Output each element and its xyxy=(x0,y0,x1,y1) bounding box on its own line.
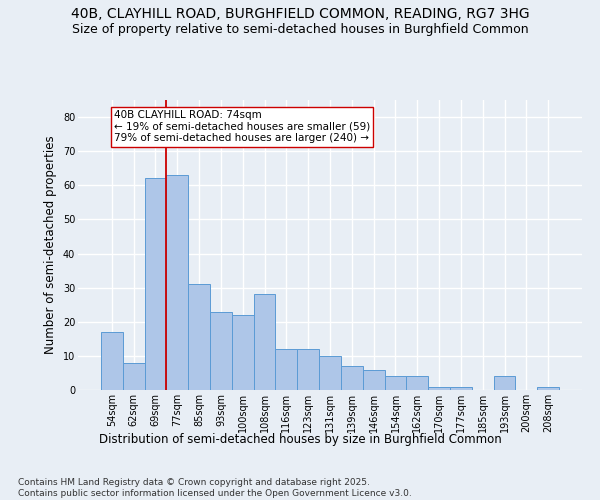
Bar xyxy=(210,312,232,390)
Bar xyxy=(494,376,515,390)
Text: Contains HM Land Registry data © Crown copyright and database right 2025.
Contai: Contains HM Land Registry data © Crown c… xyxy=(18,478,412,498)
Y-axis label: Number of semi-detached properties: Number of semi-detached properties xyxy=(44,136,57,354)
Bar xyxy=(385,376,406,390)
Text: Distribution of semi-detached houses by size in Burghfield Common: Distribution of semi-detached houses by … xyxy=(98,432,502,446)
Bar xyxy=(123,362,145,390)
Bar xyxy=(145,178,166,390)
Text: 40B, CLAYHILL ROAD, BURGHFIELD COMMON, READING, RG7 3HG: 40B, CLAYHILL ROAD, BURGHFIELD COMMON, R… xyxy=(71,8,529,22)
Bar xyxy=(166,175,188,390)
Bar xyxy=(428,386,450,390)
Bar xyxy=(254,294,275,390)
Bar xyxy=(406,376,428,390)
Text: Size of property relative to semi-detached houses in Burghfield Common: Size of property relative to semi-detach… xyxy=(71,22,529,36)
Bar xyxy=(275,349,297,390)
Bar xyxy=(537,386,559,390)
Bar xyxy=(319,356,341,390)
Bar xyxy=(297,349,319,390)
Bar xyxy=(363,370,385,390)
Bar xyxy=(341,366,363,390)
Bar xyxy=(188,284,210,390)
Bar xyxy=(101,332,123,390)
Bar xyxy=(232,315,254,390)
Bar xyxy=(450,386,472,390)
Text: 40B CLAYHILL ROAD: 74sqm
← 19% of semi-detached houses are smaller (59)
79% of s: 40B CLAYHILL ROAD: 74sqm ← 19% of semi-d… xyxy=(114,110,370,144)
